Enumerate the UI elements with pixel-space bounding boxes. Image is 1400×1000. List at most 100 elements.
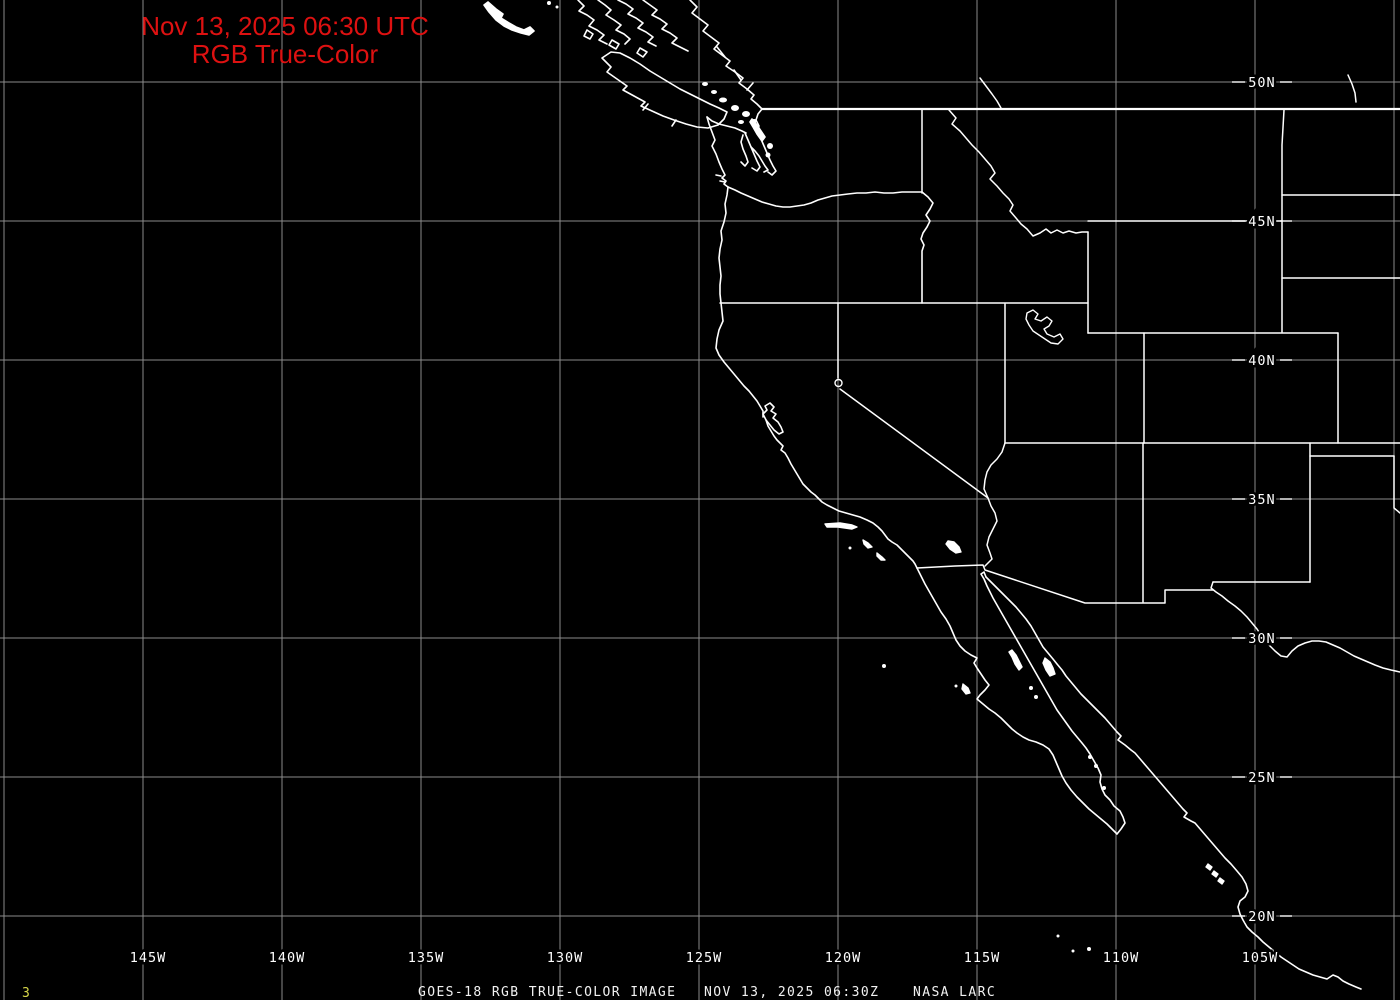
coastline-puget-sound — [744, 132, 761, 172]
lakes-and-islands — [547, 1, 1225, 964]
puget-island — [765, 152, 771, 158]
coastline-oregon-california — [715, 186, 764, 418]
gulf-islands-bc — [702, 82, 708, 86]
lake-tahoe — [834, 378, 843, 388]
coastline-bc-fjords — [636, 47, 648, 58]
salton-sea — [945, 540, 962, 554]
coastline-san-francisco-bay — [762, 402, 784, 435]
coastline-fjord-inlet — [716, 46, 726, 58]
san-juan-islands — [751, 119, 757, 123]
small-island — [981, 960, 985, 964]
small-island — [547, 1, 551, 5]
islas-marias — [1205, 863, 1213, 871]
coastline-juan-de-fuca — [706, 116, 747, 134]
catalina-island — [862, 539, 873, 549]
frame-number: 3 — [22, 986, 30, 1000]
border-us-mexico — [916, 564, 1214, 604]
border-tx-ok-100w — [1393, 455, 1400, 514]
san-juan-islands — [731, 105, 739, 111]
longitude-label: 120W — [825, 950, 862, 966]
longitude-label: 140W — [269, 950, 306, 966]
coastline-bc-fjords — [617, 0, 657, 47]
latitude-label: 35N — [1248, 492, 1275, 508]
puget-island — [767, 143, 773, 149]
gulf-islands-bc — [711, 90, 717, 94]
river-stub-prairie — [1347, 74, 1357, 103]
coastline-grays-harbor — [715, 174, 722, 177]
coastline-central-socal — [765, 419, 918, 569]
great-salt-lake — [1025, 309, 1064, 345]
san-benito-island — [954, 684, 958, 688]
caption-datetime: NOV 13, 2025 06:30Z — [704, 985, 880, 1000]
angel-de-la-guarda-island — [1008, 649, 1023, 671]
coastline-bc-fjords — [597, 0, 631, 45]
coastline-puget-sound — [750, 146, 769, 173]
san-juan-islands — [738, 120, 744, 124]
coastline-fjord-inlet — [746, 82, 754, 91]
san-juan-islands — [742, 111, 750, 117]
river-stub-bc — [979, 77, 1002, 109]
latitude-label: 40N — [1248, 353, 1275, 369]
cedros-island — [961, 683, 971, 695]
coastline-bc-fjords — [577, 0, 608, 45]
longitude-label: 135W — [408, 950, 445, 966]
san-clemente-island — [876, 552, 886, 561]
longitude-label: 105W — [1242, 950, 1279, 966]
latitude-label: 25N — [1248, 770, 1275, 786]
border-id-mt — [948, 109, 1089, 237]
channel-islands — [824, 522, 858, 530]
gulf-island — [1094, 764, 1098, 768]
caption-credit: NASA LARC — [913, 985, 997, 1000]
gulf-islands-bc — [719, 97, 727, 103]
gulf-island — [1102, 786, 1106, 790]
caption-product: GOES-18 RGB TRUE-COLOR IMAGE — [418, 985, 677, 1000]
coastline-bc-fjords — [608, 39, 620, 50]
santa-barbara-island — [848, 546, 852, 550]
longitude-label: 145W — [130, 950, 167, 966]
coastline-hood-canal — [740, 134, 749, 167]
coastline-vancouver-island — [601, 51, 728, 129]
small-island — [1056, 934, 1060, 938]
border-colorado-river — [983, 442, 1006, 567]
state-borders — [719, 74, 1400, 673]
coastline-willapa-bay — [719, 180, 726, 183]
small-island — [1087, 947, 1091, 951]
coastline-baja-california — [916, 567, 1126, 835]
coastline-island-inlet — [642, 103, 649, 111]
border-columbia-river — [727, 186, 923, 208]
gulf-island — [1029, 686, 1033, 690]
coastline-mexico-mainland — [985, 576, 1362, 990]
latitude-label: 45N — [1248, 214, 1275, 230]
longitude-label: 110W — [1103, 950, 1140, 966]
small-island — [1071, 949, 1075, 953]
coastline-bc-islands — [483, 1, 535, 36]
coastline-bc-fjords — [583, 29, 594, 40]
coastline-fjord-inlet — [733, 69, 742, 81]
border-mt-wy-east — [1281, 109, 1285, 333]
longitude-label: 130W — [547, 950, 584, 966]
islas-marias — [1211, 870, 1219, 878]
border-rio-grande — [1210, 581, 1400, 673]
gulf-island — [1034, 695, 1038, 699]
longitude-label: 125W — [686, 950, 723, 966]
islas-marias — [1217, 877, 1225, 885]
latitude-label: 20N — [1248, 909, 1275, 925]
grid-labels: 145W 140W 135W 130W 125W 120W 115W 110W 105W 50N 4… — [127, 73, 1292, 969]
gulf-island — [1088, 755, 1092, 759]
coastline-whidbey-island — [749, 118, 766, 142]
tiburon-island — [1042, 657, 1056, 677]
coastlines — [483, 0, 1362, 990]
coastline-island-inlet — [671, 119, 677, 127]
guadalupe-island — [882, 664, 886, 668]
latitude-label: 50N — [1248, 75, 1275, 91]
coastline-washington — [706, 116, 729, 188]
longitude-label: 115W — [964, 950, 1001, 966]
coastline-bc-fjords — [642, 0, 689, 52]
latitude-label: 30N — [1248, 631, 1275, 647]
small-island — [555, 5, 559, 9]
border-snake-river — [920, 191, 934, 304]
coastline-bc-mainland — [689, 0, 777, 176]
